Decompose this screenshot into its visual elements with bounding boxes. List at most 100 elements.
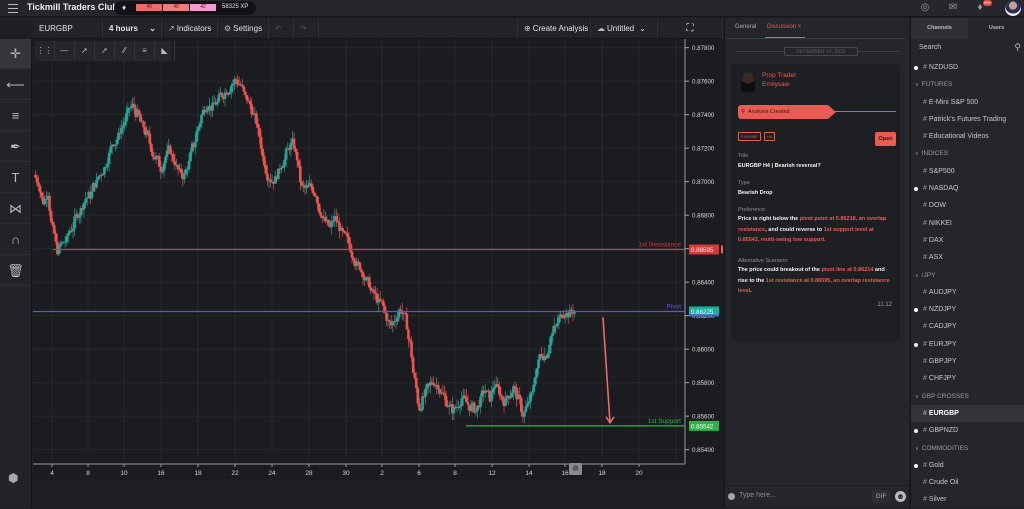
- message-input[interactable]: Type here...: [739, 492, 776, 499]
- hash-icon: #: [923, 409, 927, 417]
- indicators-button[interactable]: ↗ Indicators: [162, 18, 218, 39]
- line-tool[interactable]: ⟵: [0, 70, 31, 100]
- layout-select[interactable]: ☁ Untitled ⌄: [591, 18, 658, 39]
- channel-item[interactable]: # EURJPY: [911, 336, 1024, 353]
- search-icon[interactable]: ⚲: [1014, 42, 1021, 52]
- crosshair-tool[interactable]: ✛: [0, 39, 31, 69]
- chevron-down-icon: ⌄: [149, 24, 156, 33]
- candlestick-chart[interactable]: 0.87800 0.87600 0.87400 0.87200 0.87000 0.868…: [33, 39, 723, 480]
- position-icon[interactable]: ◣: [155, 41, 175, 61]
- undo-button[interactable]: ↶: [269, 18, 294, 39]
- gif-button[interactable]: GIF: [872, 490, 890, 503]
- lightbulb-icon: ⚲: [741, 109, 746, 115]
- channel-group-header[interactable]: ∨ GBP CROSSES: [911, 388, 1024, 405]
- channel-item[interactable]: # Silver: [911, 491, 1024, 508]
- channel-item[interactable]: # Crude Oil: [911, 474, 1024, 491]
- notification-badge: 99+: [983, 0, 992, 6]
- delete-tool[interactable]: 🗑: [0, 256, 31, 286]
- bell-icon[interactable]: ♦: [977, 2, 983, 13]
- channel-group-header[interactable]: ∨ FUTURES: [911, 76, 1024, 93]
- svg-text:8: 8: [86, 470, 90, 477]
- layers-icon[interactable]: ⬢: [8, 471, 19, 485]
- text-tool[interactable]: T: [0, 163, 31, 193]
- magnet-tool[interactable]: ∩: [0, 225, 31, 255]
- channel-group-header[interactable]: ∨ INDICES: [911, 145, 1024, 162]
- mail-icon[interactable]: ✉: [948, 2, 958, 13]
- channel-item[interactable]: # S&P500: [911, 163, 1024, 180]
- open-analysis-button[interactable]: Open: [875, 132, 896, 146]
- svg-text:14: 14: [525, 470, 533, 477]
- fib-tool[interactable]: ≡: [0, 101, 31, 131]
- quick-draw-tools: ⋮⋮ — ➚ ➚ ⁄⁄ ≡ ◣: [35, 41, 175, 61]
- tab-users[interactable]: Users: [988, 25, 1005, 31]
- close-icon[interactable]: ×: [797, 24, 802, 30]
- channel-item[interactable]: # NASDAQ: [911, 180, 1024, 197]
- create-analysis-button[interactable]: ⊕ Create Analysis: [517, 18, 591, 39]
- channel-item[interactable]: # E-Mini S&P 500: [911, 94, 1024, 111]
- rank-badge-icon: ♦: [122, 3, 127, 12]
- channel-item[interactable]: # Patrick's Futures Trading: [911, 111, 1024, 128]
- chart-toolbar: EURGBP 4 hours ⌄ ↗ Indicators ⚙ Settings ↶ …: [33, 18, 723, 39]
- channel-item[interactable]: # EURGBP: [911, 404, 1024, 423]
- add-attachment-icon[interactable]: [728, 493, 735, 500]
- emoji-icon[interactable]: ☻: [895, 491, 906, 502]
- channel-group-header[interactable]: ∨ COMMODITIES: [911, 440, 1024, 457]
- channel-item[interactable]: # DOW: [911, 197, 1024, 214]
- channel-item[interactable]: # DAX: [911, 232, 1024, 249]
- symbol-selector[interactable]: EURGBP: [33, 18, 103, 39]
- channel-item[interactable]: # AUDJPY: [911, 284, 1024, 301]
- parallel-channel-icon[interactable]: ⁄⁄: [115, 41, 135, 61]
- drag-handle-icon[interactable]: ⋮⋮: [35, 41, 55, 61]
- channel-group-header[interactable]: ∨/JPY: [911, 267, 1024, 284]
- search-input[interactable]: Search: [919, 44, 942, 51]
- channel-label: COMMODITIES: [921, 444, 969, 452]
- channel-label: Gold: [928, 461, 944, 469]
- author-name[interactable]: Emilysaw: [762, 81, 790, 88]
- crosshair-icon: ✛: [10, 46, 21, 61]
- globe-icon[interactable]: ◎: [920, 2, 930, 13]
- channel-item[interactable]: # GBPNZD: [911, 422, 1024, 439]
- channel-item[interactable]: # Educational Videos: [911, 128, 1024, 145]
- fullscreen-button[interactable]: ⛶: [658, 18, 723, 39]
- user-avatar[interactable]: [1005, 0, 1021, 16]
- channel-item[interactable]: # CHFJPY: [911, 370, 1024, 387]
- text-icon: T: [11, 170, 20, 185]
- settings-button[interactable]: ⚙ Settings: [218, 18, 269, 39]
- channel-label: /JPY: [921, 271, 936, 279]
- channel-item[interactable]: # NZDUSD: [911, 59, 1024, 76]
- alternative-text: The price could breakout of the pivot li…: [738, 267, 890, 294]
- trend-line-icon[interactable]: ➚: [75, 41, 95, 61]
- price-chart[interactable]: 0.87800 0.87600 0.87400 0.87200 0.87000 0.868…: [33, 39, 723, 480]
- svg-text:0.85600: 0.85600: [692, 414, 715, 421]
- hash-icon: #: [923, 236, 927, 244]
- unread-dot: [914, 187, 918, 192]
- channel-search[interactable]: Search ⚲: [911, 40, 1024, 57]
- menu-icon[interactable]: [8, 4, 18, 13]
- channel-item[interactable]: # GBPJPY: [911, 353, 1024, 370]
- drawing-toolbar: ✛ ⟵ ≡ ✒ T ⋈ ∩ 🗑 ⬢: [0, 39, 32, 508]
- timeframe-select[interactable]: 4 hours ⌄: [103, 18, 162, 39]
- tab-discussion[interactable]: Discussion ×: [767, 24, 802, 30]
- svg-text:0.87200: 0.87200: [692, 146, 715, 153]
- pattern-tool[interactable]: ⋈: [0, 194, 31, 224]
- hash-icon: #: [923, 98, 927, 106]
- channel-label: Educational Videos: [928, 133, 989, 141]
- banner-line: [835, 111, 896, 112]
- author-avatar[interactable]: [741, 72, 755, 92]
- channel-label: ASX: [928, 254, 943, 262]
- channel-item[interactable]: # NZDJPY: [911, 301, 1024, 318]
- hash-icon: #: [923, 358, 927, 366]
- ray-icon[interactable]: ➚: [95, 41, 115, 61]
- channel-label: EURGBP: [928, 409, 959, 417]
- horizontal-line-icon[interactable]: —: [55, 41, 75, 61]
- redo-button[interactable]: ↷: [294, 18, 319, 39]
- svg-text:16: 16: [157, 470, 165, 477]
- channel-item[interactable]: # CADJPY: [911, 318, 1024, 335]
- tab-channels[interactable]: Channels: [911, 18, 968, 39]
- brush-tool[interactable]: ✒: [0, 132, 31, 162]
- channel-item[interactable]: # Gold: [911, 457, 1024, 474]
- channel-item[interactable]: # NIKKEI: [911, 215, 1024, 232]
- channel-item[interactable]: # ASX: [911, 249, 1024, 266]
- tab-general[interactable]: General: [735, 24, 757, 30]
- fib-icon[interactable]: ≡: [135, 41, 155, 61]
